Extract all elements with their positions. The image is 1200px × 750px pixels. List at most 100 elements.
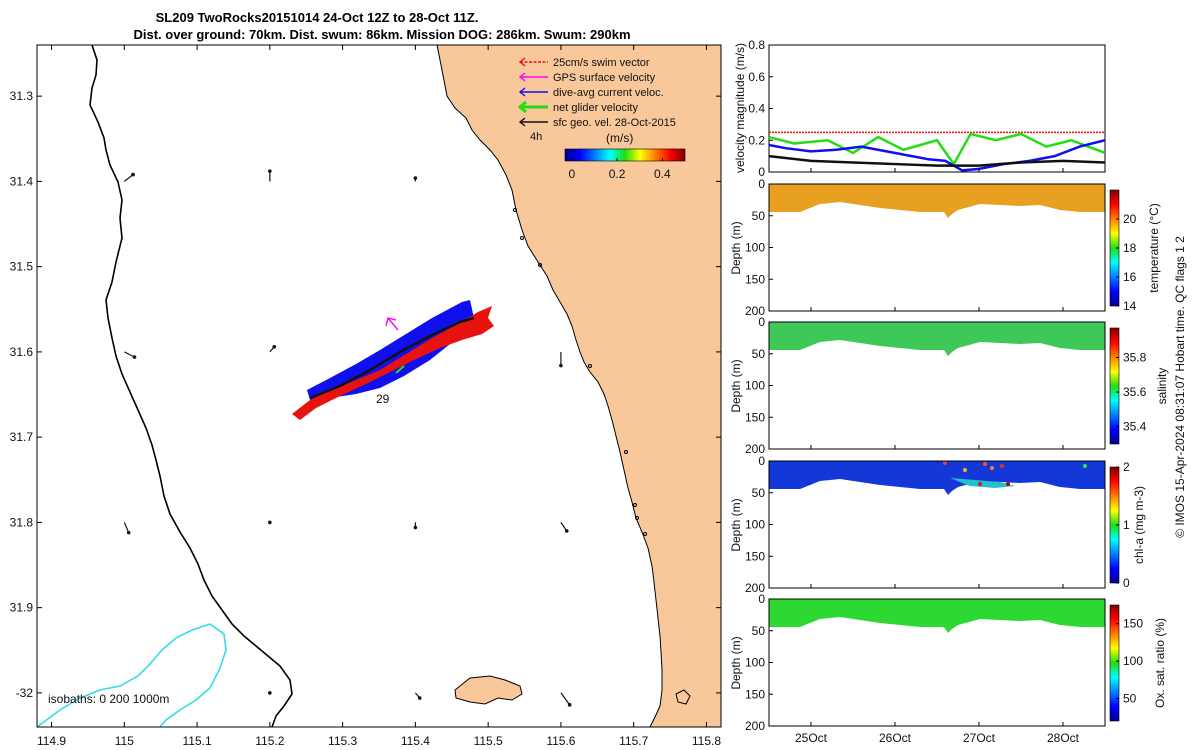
oxygen-panel: Depth (m) Ox. sat. ratio (%)	[729, 598, 1167, 727]
chla-ylabel: Depth (m)	[729, 498, 743, 551]
colorbar-tick-label: 100	[1123, 654, 1143, 668]
island	[454, 675, 523, 705]
islet	[520, 236, 524, 240]
oxygen-colorbar	[1109, 604, 1120, 722]
map-y-tick-label: 31.8	[10, 515, 34, 529]
depth-tick-label: 0	[758, 315, 765, 329]
colorbar-tick-label: 50	[1123, 692, 1137, 706]
geo-vector-head	[132, 355, 137, 359]
chart-title-line1: SL209 TwoRocks20151014 24-Oct 12Z to 28-…	[156, 10, 479, 25]
chla-dot	[978, 482, 982, 486]
chla-dot	[983, 462, 987, 466]
depth-tick-label: 200	[745, 581, 765, 595]
footer-credit: © IMOS 15-Apr-2024 08:31:07 Hobart time.…	[1173, 236, 1187, 538]
colorbar-tick-label: 35.8	[1123, 350, 1147, 364]
glider-track: 29	[292, 300, 494, 420]
depth-tick-label: 150	[745, 272, 765, 286]
depth-tick-label: 100	[745, 656, 765, 670]
map-y-tick-label: 31.6	[10, 345, 34, 359]
chart-title-line2: Dist. over ground: 70km. Dist. swum: 86k…	[133, 27, 630, 42]
legend-item-current: dive-avg current veloc.	[518, 87, 664, 99]
time-label: 4h	[530, 131, 542, 143]
islet	[588, 364, 592, 368]
depth-tick-label: 100	[745, 241, 765, 255]
geo-vector	[123, 522, 130, 533]
geo-vector-head	[567, 703, 572, 707]
island-small	[675, 689, 691, 705]
time-x-ticks: 25Oct 26Oct 27Oct 28Oct	[795, 168, 1080, 745]
geo-vector-head	[413, 176, 418, 180]
depth-tick-label: 150	[745, 687, 765, 701]
geo-vector	[560, 692, 571, 706]
geo-vector-head	[564, 529, 569, 533]
map-x-tick-label: 115.2	[255, 734, 284, 748]
velocity-ylabel: velocity magnitude (m/s)	[733, 43, 747, 173]
depth-tick-label: 200	[745, 719, 765, 733]
velocity-y-tick-label: 0.2	[748, 133, 765, 147]
depth-tick-label: 50	[752, 486, 766, 500]
salinity-panel: Depth (m) salinity	[729, 321, 1169, 450]
map-y-tick-label: 31.7	[10, 430, 34, 444]
velocity-y-ticks: 0 0.2 0.4 0.6 0.8	[748, 38, 773, 179]
islet	[624, 450, 628, 454]
depth-tick-label: 50	[752, 209, 766, 223]
map-colorbar	[564, 148, 686, 162]
chla-dot	[1006, 482, 1010, 486]
map-x-tick-label: 115.1	[183, 734, 212, 748]
gps-velocity-arrowhead	[385, 317, 397, 327]
map-colorbar-tick-label: 0.2	[609, 167, 626, 181]
islet	[643, 532, 647, 536]
chla-dot	[990, 466, 994, 470]
map-x-tick-label: 114.9	[37, 734, 66, 748]
depth-tick-label: 200	[745, 442, 765, 456]
map-y-tick-label: 31.5	[10, 260, 34, 274]
depth-tick-label: 0	[758, 177, 765, 191]
map-x-tick-label: 115.4	[401, 734, 430, 748]
map-y-tick-label: 31.3	[10, 89, 34, 103]
chla-dot	[1000, 464, 1004, 468]
geo-vector-head	[417, 696, 422, 700]
geo-vector-head	[272, 344, 277, 349]
chla-dot	[943, 461, 947, 465]
map-colorbar-tick-label: 0	[568, 167, 575, 181]
dive-avg-current-band	[307, 300, 474, 400]
temperature-panel: Depth (m) temperature (°C)	[729, 183, 1161, 312]
time-tick-label: 28Oct	[1047, 731, 1080, 745]
salinity-field	[769, 322, 1105, 356]
depth-tick-label: 100	[745, 518, 765, 532]
map-x-tick-label: 115.5	[474, 734, 503, 748]
isobath-0m	[89, 45, 293, 727]
depth-tick-label: 100	[745, 379, 765, 393]
velocity-series-line	[768, 132, 1106, 167]
temperature-ylabel: Depth (m)	[729, 221, 743, 274]
salinity-ylabel: Depth (m)	[729, 359, 743, 412]
time-tick-label: 26Oct	[879, 731, 912, 745]
velocity-series-line	[768, 154, 1106, 167]
land-polygon	[436, 45, 721, 727]
map-panel: 29 31.3 31.4 31.5 31.6 31.7 31.8 31.9 -32 114.9…	[10, 44, 722, 748]
chla-dot	[963, 468, 967, 472]
colorbar-unit: (m/s)	[606, 131, 633, 145]
legend-label: dive-avg current veloc.	[553, 87, 664, 99]
geo-vector-head	[268, 691, 272, 695]
track-day-label: 29	[376, 392, 390, 406]
legend-item-gps: GPS surface velocity	[518, 72, 656, 84]
net-velocity-segment	[395, 365, 405, 374]
geo-vector-head	[126, 530, 131, 535]
legend-label: sfc geo. vel. 28-Oct-2015	[553, 117, 676, 129]
depth-tick-label: 0	[758, 454, 765, 468]
salinity-cblabel: salinity	[1155, 368, 1169, 405]
geo-vector-head	[559, 363, 563, 368]
legend-item-net: net glider velocity	[517, 100, 638, 114]
track-line	[309, 316, 475, 400]
geo-vector	[124, 351, 135, 358]
colorbar-tick-label: 2	[1123, 460, 1130, 474]
velocity-series-line	[768, 139, 1106, 172]
velocity-series	[768, 131, 1106, 172]
islet	[635, 516, 639, 520]
swim-vector-band	[292, 306, 494, 420]
temperature-field	[769, 184, 1105, 218]
geo-vector-head	[268, 520, 272, 525]
